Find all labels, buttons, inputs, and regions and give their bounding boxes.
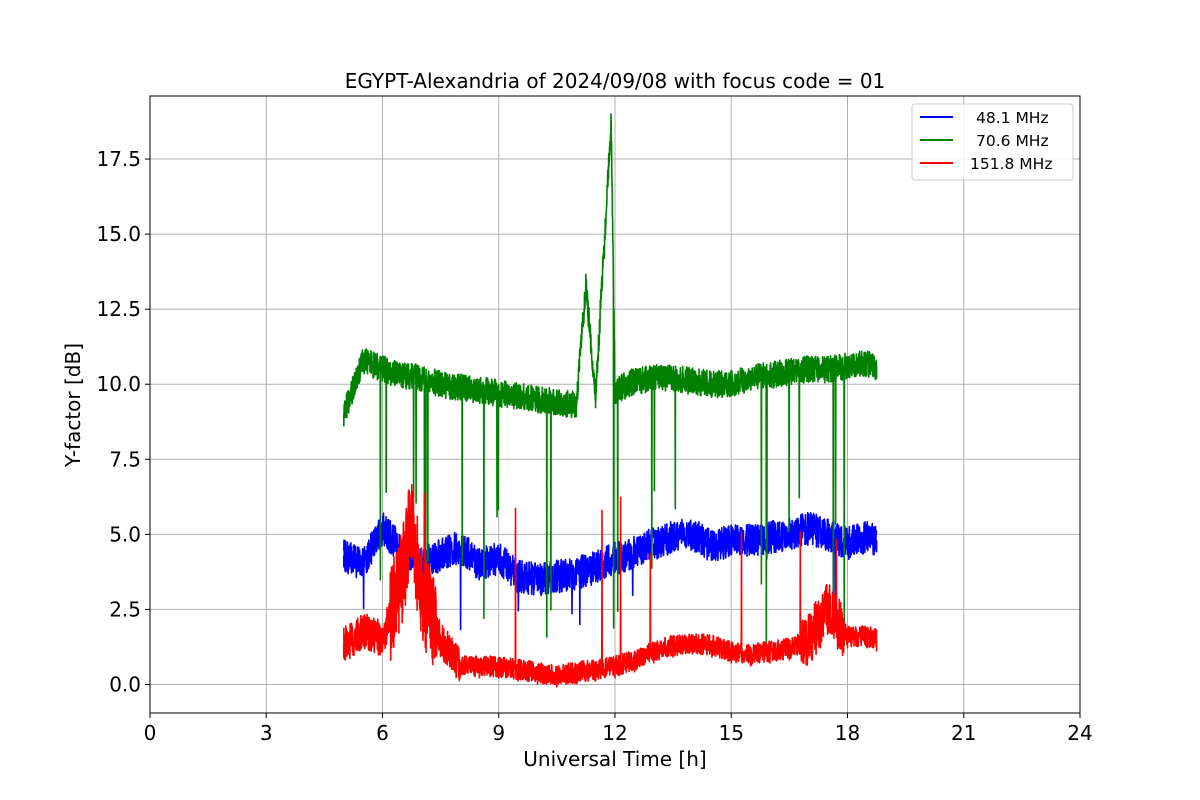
y-tick-label: 15.0 bbox=[96, 222, 141, 246]
y-tick-label: 12.5 bbox=[96, 297, 141, 321]
x-tick-label: 24 bbox=[1067, 721, 1092, 745]
series-line bbox=[343, 484, 878, 688]
x-tick-label: 15 bbox=[719, 721, 744, 745]
x-axis-label: Universal Time [h] bbox=[523, 747, 706, 771]
y-tick-label: 17.5 bbox=[96, 147, 141, 171]
y-tick-label: 10.0 bbox=[96, 372, 141, 396]
x-tick-label: 9 bbox=[492, 721, 505, 745]
y-tick-label: 2.5 bbox=[109, 597, 141, 621]
x-tick-label: 6 bbox=[376, 721, 389, 745]
legend: 48.1 MHz 70.6 MHz 151.8 MHz bbox=[911, 103, 1074, 181]
x-tick-label: 21 bbox=[951, 721, 976, 745]
series-layer bbox=[343, 113, 878, 688]
legend-label-70-6: 70.6 MHz bbox=[976, 132, 1049, 150]
series-line bbox=[343, 113, 878, 647]
y-tick-label: 0.0 bbox=[109, 672, 141, 696]
x-tick-label: 12 bbox=[602, 721, 627, 745]
legend-box bbox=[911, 103, 1074, 181]
x-tick-label: 3 bbox=[260, 721, 273, 745]
y-axis-label: Y-factor [dB] bbox=[61, 343, 85, 468]
axis-ticks: 0 3 6 9 12 15 18 21 24 0.0 2.5 5.0 7.5 10.0 12.5 15.0 17… bbox=[96, 147, 1092, 745]
chart-title: EGYPT-Alexandria of 2024/09/08 with focu… bbox=[345, 69, 886, 93]
legend-label-151-8: 151.8 MHz bbox=[970, 155, 1052, 173]
legend-label-48-1: 48.1 MHz bbox=[976, 109, 1049, 127]
x-tick-label: 18 bbox=[835, 721, 860, 745]
x-tick-label: 0 bbox=[144, 721, 157, 745]
y-tick-label: 5.0 bbox=[109, 522, 141, 546]
series-line bbox=[343, 511, 878, 631]
y-tick-label: 7.5 bbox=[109, 447, 141, 471]
